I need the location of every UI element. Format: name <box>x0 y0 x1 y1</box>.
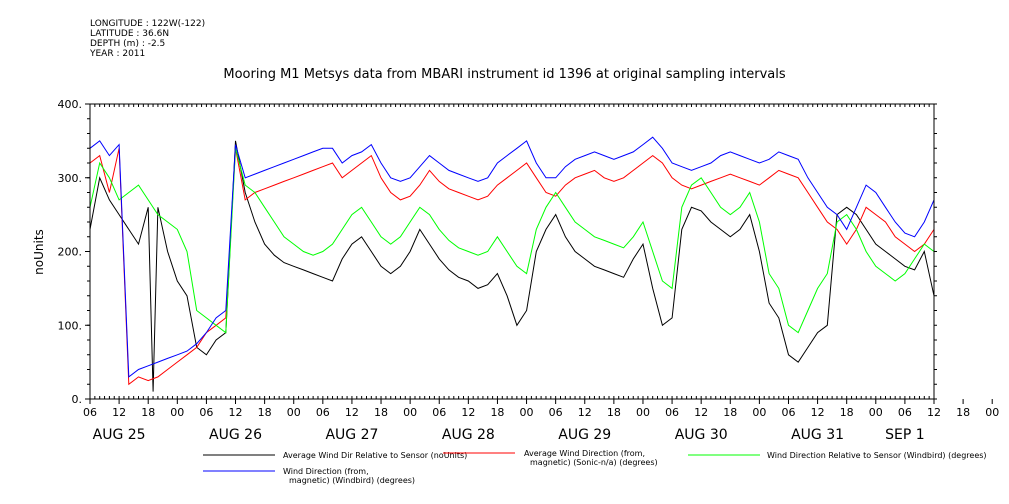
x-tick-label: 18 <box>490 406 504 419</box>
x-tick-label: 18 <box>607 406 621 419</box>
x-tick-label: 12 <box>811 406 825 419</box>
x-tick-label: 12 <box>694 406 708 419</box>
x-tick-label: 18 <box>840 406 854 419</box>
x-tick-label: 00 <box>985 406 999 419</box>
x-tick-label: 18 <box>956 406 970 419</box>
x-tick-label: 00 <box>170 406 184 419</box>
x-tick-label: 12 <box>112 406 126 419</box>
legend-label: Wind Direction (from, <box>283 467 369 476</box>
y-tick-label: 400. <box>58 98 83 111</box>
y-axis-label: noUnits <box>32 229 46 275</box>
x-tick-label: 18 <box>723 406 737 419</box>
x-tick-label: 00 <box>869 406 883 419</box>
x-tick-label: 12 <box>229 406 243 419</box>
x-tick-label: 00 <box>287 406 301 419</box>
axis-layer: 0. 100. 200. 300. 400. 06 12 18 00 06 12 18 00 06 12 18… <box>58 98 1000 443</box>
x-tick-label: 00 <box>636 406 650 419</box>
x-tick-label: 06 <box>549 406 563 419</box>
plot-frame <box>89 103 935 400</box>
x-tick-label: 12 <box>578 406 592 419</box>
x-tick-label: 00 <box>403 406 417 419</box>
legend-label: Wind Direction Relative to Sensor (Windb… <box>767 451 987 460</box>
x-tick-label: 12 <box>927 406 941 419</box>
x-tick-label: 06 <box>83 406 97 419</box>
x-day-label: AUG 28 <box>442 427 495 443</box>
x-tick-label: 06 <box>665 406 679 419</box>
y-tick-label: 100. <box>58 319 83 332</box>
legend-label-line2: magnetic) (Windbird) (degrees) <box>289 476 415 485</box>
x-tick-label: 18 <box>374 406 388 419</box>
y-tick-label: 0. <box>72 393 83 406</box>
legend-label: Average Wind Dir Relative to Sensor (noU… <box>283 451 467 460</box>
series-layer <box>89 136 935 392</box>
x-tick-label: 06 <box>781 406 795 419</box>
x-day-label: SEP 1 <box>885 427 925 443</box>
legend-label: Average Wind Direction (from, <box>524 449 645 458</box>
series-line-1 <box>89 140 935 392</box>
y-tick-label: 300. <box>58 172 83 185</box>
x-tick-label: 00 <box>752 406 766 419</box>
x-tick-label: 12 <box>345 406 359 419</box>
x-day-label: AUG 25 <box>93 427 146 443</box>
depth-label: DEPTH (m) : -2.5 <box>90 39 166 49</box>
x-day-label: AUG 31 <box>791 427 844 443</box>
series-line-4 <box>89 136 935 378</box>
x-day-label: AUG 29 <box>558 427 611 443</box>
legend-label-line2: magnetic) (Sonic-n/a) (degrees) <box>530 458 658 467</box>
x-tick-label: 06 <box>898 406 912 419</box>
dataset-metadata: LONGITUDE : 122W(-122) LATITUDE : 36.6N … <box>90 19 205 59</box>
year-label: YEAR : 2011 <box>90 49 146 59</box>
x-tick-label: 06 <box>432 406 446 419</box>
legend: Average Wind Dir Relative to Sensor (noU… <box>203 449 987 485</box>
x-tick-label: 06 <box>199 406 213 419</box>
x-tick-label: 00 <box>520 406 534 419</box>
x-day-label: AUG 30 <box>675 427 728 443</box>
latitude-label: LATITUDE : 36.6N <box>90 29 170 39</box>
x-day-label: AUG 27 <box>325 427 378 443</box>
y-tick-label: 200. <box>58 246 83 259</box>
x-tick-label: 06 <box>316 406 330 419</box>
chart-title: Mooring M1 Metsys data from MBARI instru… <box>223 67 786 82</box>
x-tick-label: 18 <box>258 406 272 419</box>
longitude-label: LONGITUDE : 122W(-122) <box>90 19 206 29</box>
x-tick-label: 18 <box>141 406 155 419</box>
x-day-label: AUG 26 <box>209 427 262 443</box>
series-line-3 <box>89 148 935 334</box>
x-tick-label: 12 <box>461 406 475 419</box>
